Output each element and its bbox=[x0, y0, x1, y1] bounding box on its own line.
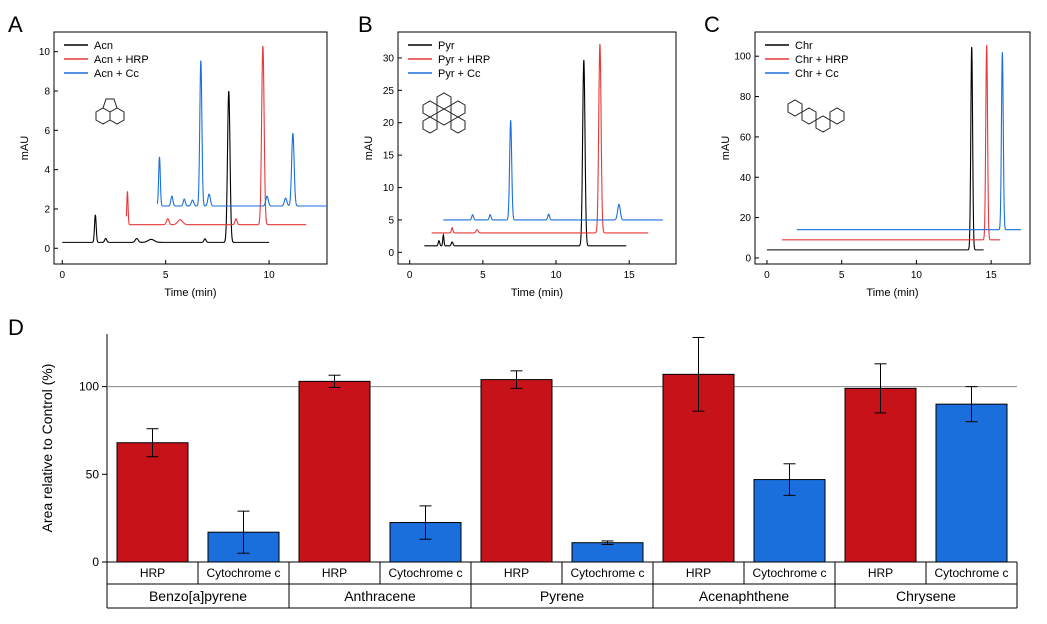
series-line-c-1 bbox=[781, 44, 1001, 241]
panel-letter-d: D bbox=[8, 315, 24, 340]
group-label-2: Pyrene bbox=[540, 588, 585, 604]
x-axis-label-c: Time (min) bbox=[866, 287, 918, 299]
legend-label-b-0: Pyr bbox=[438, 40, 455, 52]
bar-hrp-1 bbox=[298, 380, 371, 563]
y-tick-label-b: 20 bbox=[383, 118, 395, 129]
plot-frame-c bbox=[754, 31, 1031, 265]
panel-letter-b: B bbox=[358, 12, 373, 37]
x-tick-label-c: 15 bbox=[986, 270, 998, 281]
y-tick-label-c: 80 bbox=[740, 92, 752, 103]
bar-cytochrome-c-2 bbox=[571, 542, 644, 563]
plot-frame-a bbox=[53, 31, 328, 265]
y-tick-label-d: 50 bbox=[86, 467, 100, 481]
bar-cytochrome-c-4 bbox=[935, 403, 1008, 563]
group-label-3: Acenaphthene bbox=[699, 588, 790, 604]
panel-letter-c: C bbox=[704, 12, 720, 37]
y-tick-label-a: 4 bbox=[44, 165, 50, 176]
y-tick-label-b: 25 bbox=[383, 86, 395, 97]
legend-label-b-1: Pyr + HRP bbox=[438, 54, 490, 66]
legend-label-c-0: Chr bbox=[795, 40, 813, 52]
y-tick-label-c: 40 bbox=[740, 173, 752, 184]
chromatogram-panel-a: 0 5 10 0 2 4 6 8 10 Time (min) mAU Acn Acn + HRP Acn … bbox=[19, 31, 328, 299]
y-tick-label-c: 100 bbox=[734, 52, 751, 63]
bar-hrp-2 bbox=[480, 379, 553, 563]
group-label-1: Anthracene bbox=[344, 588, 416, 604]
x-tick-label-c: 0 bbox=[764, 270, 770, 281]
x-tick-label-b: 15 bbox=[624, 270, 636, 281]
sub-category-label-1-0: HRP bbox=[322, 566, 347, 580]
series-line-a-0 bbox=[62, 91, 270, 243]
y-tick-label-a: 8 bbox=[44, 86, 50, 97]
series-line-b-1 bbox=[431, 43, 649, 234]
x-tick-label-a: 10 bbox=[264, 270, 276, 281]
sub-category-label-2-0: HRP bbox=[504, 566, 529, 580]
y-tick-label-a: 0 bbox=[44, 244, 50, 255]
y-tick-label-b: 30 bbox=[383, 53, 395, 64]
legend-label-b-2: Pyr + Cc bbox=[438, 68, 481, 80]
y-axis-label-c: mAU bbox=[720, 136, 732, 161]
sub-category-label-1-1: Cytochrome c bbox=[388, 566, 462, 580]
series-line-c-0 bbox=[766, 46, 984, 251]
series-line-b-2 bbox=[443, 120, 663, 221]
bar-hrp-0 bbox=[116, 442, 189, 563]
chromatogram-panel-c: 0 5 10 15 0 20 40 60 80 100 Time (min) mAU Chr Chr + … bbox=[720, 31, 1031, 299]
legend-label-c-2: Chr + Cc bbox=[795, 68, 839, 80]
chrysene-structure-icon bbox=[787, 99, 845, 133]
legend-label-a-0: Acn bbox=[94, 40, 113, 52]
y-tick-label-a: 6 bbox=[44, 126, 50, 137]
y-tick-label-a: 10 bbox=[39, 47, 51, 58]
x-tick-label-c: 10 bbox=[911, 270, 923, 281]
sub-category-label-3-0: HRP bbox=[686, 566, 711, 580]
x-tick-label-b: 10 bbox=[550, 270, 562, 281]
y-axis-label-d: Area relative to Control (%) bbox=[39, 364, 55, 533]
panel-letter-a: A bbox=[8, 12, 23, 37]
y-axis-label-b: mAU bbox=[363, 136, 375, 161]
series-line-a-1 bbox=[125, 45, 307, 226]
x-axis-label-b: Time (min) bbox=[511, 287, 563, 299]
series-line-a-2 bbox=[156, 60, 327, 207]
y-tick-label-c: 60 bbox=[740, 132, 752, 143]
group-label-0: Benzo[a]pyrene bbox=[149, 588, 247, 604]
group-label-4: Chrysene bbox=[896, 588, 956, 604]
x-tick-label-b: 0 bbox=[407, 270, 413, 281]
sub-category-label-2-1: Cytochrome c bbox=[570, 566, 644, 580]
x-tick-label-c: 5 bbox=[839, 270, 845, 281]
y-tick-label-d: 0 bbox=[92, 555, 99, 569]
sub-category-label-3-1: Cytochrome c bbox=[752, 566, 826, 580]
y-tick-label-b: 5 bbox=[388, 215, 394, 226]
sub-category-label-0-0: HRP bbox=[140, 566, 165, 580]
x-tick-label-a: 0 bbox=[59, 270, 65, 281]
bar-chart-panel-d: 0 50 100 Area relative to Control (%) HRP Cyt… bbox=[39, 334, 1018, 609]
x-tick-label-b: 5 bbox=[480, 270, 486, 281]
y-tick-label-c: 0 bbox=[745, 253, 751, 264]
sub-category-label-0-1: Cytochrome c bbox=[206, 566, 280, 580]
x-axis-label-a: Time (min) bbox=[164, 287, 216, 299]
series-line-b-0 bbox=[424, 59, 627, 247]
bar-hrp-4 bbox=[844, 387, 917, 563]
x-tick-label-a: 5 bbox=[163, 270, 169, 281]
y-tick-label-b: 10 bbox=[383, 183, 395, 194]
chromatogram-panel-b: 0 5 10 15 0 5 10 15 20 25 30 Time (min) mAU Pyr Pyr + … bbox=[363, 31, 677, 299]
acenaphthene-structure-icon bbox=[95, 98, 125, 125]
pyrene-structure-icon bbox=[422, 92, 466, 134]
y-tick-label-c: 20 bbox=[740, 213, 752, 224]
y-axis-label-a: mAU bbox=[19, 136, 31, 161]
y-tick-label-b: 0 bbox=[388, 248, 394, 259]
sub-category-label-4-0: HRP bbox=[868, 566, 893, 580]
y-tick-label-a: 2 bbox=[44, 204, 50, 215]
y-tick-label-b: 15 bbox=[383, 151, 395, 162]
sub-category-label-4-1: Cytochrome c bbox=[934, 566, 1008, 580]
legend-label-a-1: Acn + HRP bbox=[94, 54, 149, 66]
series-line-c-2 bbox=[796, 52, 1022, 231]
legend-label-a-2: Acn + Cc bbox=[94, 68, 139, 80]
y-tick-label-d: 100 bbox=[79, 380, 99, 394]
legend-label-c-1: Chr + HRP bbox=[795, 54, 849, 66]
plot-frame-b bbox=[397, 31, 677, 265]
